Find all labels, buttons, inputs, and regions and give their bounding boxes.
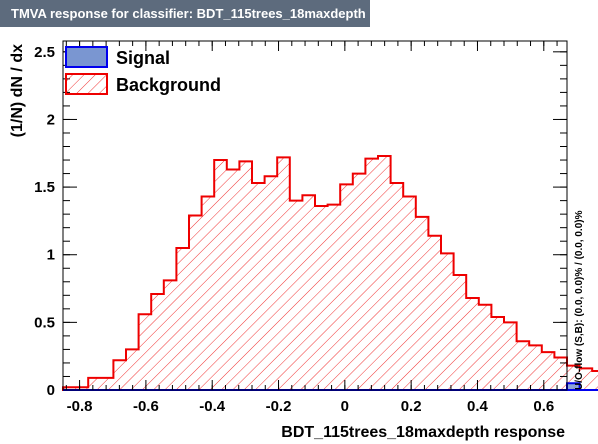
x-tick-label: -0.2 — [266, 398, 292, 415]
y-tick-label: 2 — [47, 111, 55, 128]
y-tick-label: 1 — [47, 247, 55, 264]
y-tick-label: 0 — [47, 382, 55, 399]
x-tick-label: -0.6 — [133, 398, 159, 415]
legend: Signal Background — [65, 46, 221, 95]
x-tick-label: -0.8 — [67, 398, 93, 415]
y-axis-label: (1/N) dN / dx — [9, 44, 26, 137]
legend-background-label: Background — [116, 75, 221, 95]
x-tick-label: 0 — [341, 398, 349, 415]
x-tick-label: 0.6 — [533, 398, 554, 415]
legend-signal-label: Signal — [116, 48, 170, 68]
chart-title: TMVA response for classifier: BDT_115tre… — [0, 0, 370, 27]
plot-frame — [62, 40, 568, 391]
x-tick-label: 0.2 — [401, 398, 422, 415]
legend-background-swatch — [65, 73, 108, 95]
axis-ticks: -0.8 -0.6 -0.4 -0.2 0 0.2 0.4 0.6 0 0.5 1 1.5 2 2.5 — [34, 41, 567, 415]
y-tick-label: 0.5 — [34, 314, 55, 331]
legend-signal-swatch — [65, 46, 108, 68]
y-tick-label: 1.5 — [34, 179, 55, 196]
histogram-layer — [62, 154, 598, 391]
overflow-label: U/O-flow (S,B): (0.0, 0.0)% / (0.0, 0.0)… — [574, 210, 585, 390]
background-histogram — [62, 154, 598, 391]
y-tick-label: 2.5 — [34, 44, 55, 61]
x-axis-label: BDT_115trees_18maxdepth response — [281, 424, 565, 441]
x-tick-label: 0.4 — [467, 398, 489, 415]
x-tick-label: -0.4 — [199, 398, 226, 415]
